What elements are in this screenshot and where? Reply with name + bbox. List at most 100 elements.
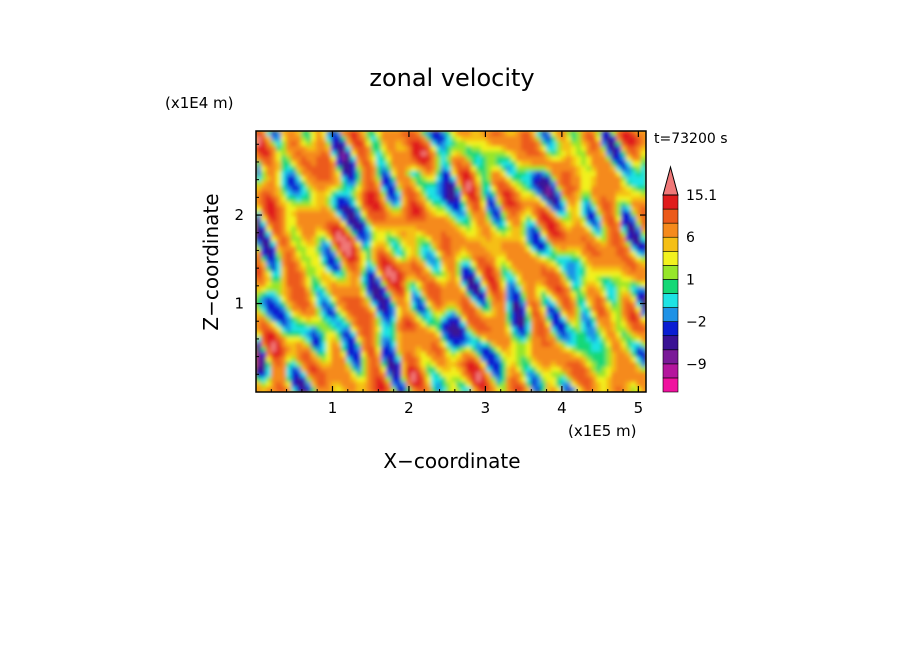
heatmap-cell (406, 311, 412, 318)
heatmap-cell (326, 381, 332, 388)
heatmap-cell (466, 166, 472, 172)
heatmap-cell (271, 266, 277, 273)
heatmap-cell (351, 281, 357, 288)
heatmap-cell (461, 321, 467, 328)
heatmap-cell (486, 276, 492, 283)
heatmap-cell (541, 341, 547, 348)
heatmap-cell (641, 201, 646, 207)
heatmap-cell (266, 251, 272, 258)
heatmap-cell (291, 366, 297, 373)
heatmap-cell (541, 346, 547, 353)
heatmap-cell (361, 241, 367, 248)
heatmap-cell (271, 346, 277, 353)
heatmap-cell (386, 251, 392, 258)
heatmap-cell (481, 276, 487, 283)
heatmap-cell (546, 131, 552, 137)
heatmap-cell (381, 171, 387, 177)
heatmap-cell (536, 216, 542, 222)
heatmap-cell (266, 286, 272, 293)
heatmap-cell (411, 356, 417, 363)
heatmap-cell (286, 321, 292, 328)
heatmap-cell (276, 301, 282, 308)
heatmap-cell (581, 291, 587, 298)
heatmap-cell (281, 226, 287, 232)
heatmap-cell (536, 166, 542, 172)
heatmap-cell (526, 376, 532, 383)
heatmap-cell (561, 141, 567, 147)
heatmap-cell (321, 326, 327, 333)
heatmap-cell (616, 241, 622, 248)
heatmap-cell (541, 216, 547, 222)
heatmap-cell (366, 301, 372, 308)
heatmap-cell (381, 186, 387, 192)
heatmap-cell (456, 341, 462, 348)
heatmap-cell (636, 186, 642, 192)
heatmap-cell (426, 216, 432, 222)
heatmap-cell (636, 211, 642, 217)
heatmap-cell (261, 341, 267, 348)
heatmap-cell (586, 131, 592, 137)
heatmap-cell (316, 146, 322, 152)
heatmap-cell (341, 326, 347, 333)
heatmap-cell (316, 346, 322, 353)
heatmap-cell (566, 166, 572, 172)
heatmap-cell (531, 156, 537, 162)
heatmap-cell (496, 176, 502, 182)
heatmap-cell (441, 326, 447, 333)
heatmap-cell (376, 191, 382, 197)
heatmap-cell (296, 291, 302, 298)
heatmap-cell (626, 131, 632, 137)
heatmap-cell (341, 256, 347, 263)
heatmap-cell (401, 256, 407, 263)
heatmap-cell (311, 166, 317, 172)
heatmap-cell (276, 161, 282, 167)
heatmap-cell (286, 336, 292, 343)
heatmap-cell (261, 371, 267, 378)
heatmap-cell (586, 201, 592, 207)
heatmap-cell (621, 341, 627, 348)
heatmap-cell (586, 221, 592, 227)
heatmap-cell (491, 291, 497, 298)
heatmap-cell (411, 351, 417, 358)
heatmap-cell (501, 321, 507, 328)
heatmap-cell (466, 206, 472, 212)
heatmap-cell (411, 216, 417, 222)
heatmap-cell (561, 231, 567, 237)
heatmap-cell (571, 321, 577, 328)
heatmap-cell (306, 381, 312, 388)
heatmap-cell (456, 151, 462, 157)
heatmap-cell (481, 171, 487, 177)
heatmap-cell (611, 271, 617, 278)
heatmap-cell (291, 256, 297, 263)
heatmap-cell (631, 286, 637, 293)
heatmap-cell (631, 176, 637, 182)
heatmap-cell (451, 196, 457, 202)
heatmap-cell (446, 336, 452, 343)
heatmap-cell (536, 321, 542, 328)
heatmap-cell (536, 381, 542, 388)
heatmap-cell (611, 386, 617, 392)
heatmap-cell (306, 336, 312, 343)
heatmap-cell (576, 186, 582, 192)
heatmap-cell (256, 201, 262, 207)
x-tick-label: 1 (328, 399, 338, 417)
heatmap-cell (456, 296, 462, 303)
heatmap-cell (481, 366, 487, 373)
heatmap-cell (381, 266, 387, 273)
heatmap-cell (291, 181, 297, 187)
heatmap-cell (476, 196, 482, 202)
heatmap-cell (261, 336, 267, 343)
heatmap-cell (381, 326, 387, 333)
heatmap-cell (461, 386, 467, 392)
heatmap-cell (591, 331, 597, 338)
heatmap-cell (531, 376, 537, 383)
heatmap-cell (401, 276, 407, 283)
heatmap-cell (581, 386, 587, 392)
heatmap-cell (486, 301, 492, 308)
heatmap-cell (426, 336, 432, 343)
heatmap-cell (456, 176, 462, 182)
heatmap-cell (571, 306, 577, 313)
heatmap-cell (421, 136, 427, 142)
heatmap-cell (516, 331, 522, 338)
heatmap-cell (616, 196, 622, 202)
